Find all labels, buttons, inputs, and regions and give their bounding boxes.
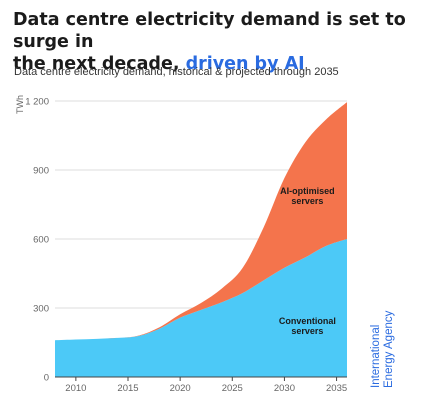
conventional-servers-label: Conventional servers [279, 316, 336, 336]
area-labels: Conventional servers AI-optimised servers [279, 186, 336, 336]
x-axis-ticks: 2010 2015 2020 2025 2030 2035 [65, 377, 347, 394]
x-tick-label: 2035 [326, 383, 347, 394]
source-label: International Energy Agency [370, 310, 395, 388]
x-tick-label: 2020 [170, 383, 191, 394]
y-tick-label: 0 [44, 373, 49, 384]
ai-servers-label: AI-optimised servers [280, 186, 335, 206]
y-axis-unit-label: TWh [15, 95, 25, 114]
y-tick-label: 900 [33, 166, 49, 177]
title-accent: driven by AI [185, 54, 305, 74]
y-axis-ticks: 0 300 600 900 1 200 [25, 97, 49, 384]
y-tick-label: 300 [33, 304, 49, 315]
x-tick-label: 2010 [65, 383, 86, 394]
x-tick-label: 2030 [274, 383, 295, 394]
title-line-1: Data centre electricity demand is set to… [13, 10, 406, 52]
y-tick-label: 600 [33, 235, 49, 246]
x-tick-label: 2025 [222, 383, 243, 394]
source-line-2: Energy Agency [383, 310, 395, 388]
chart-subtitle: Data centre electricity demand, historic… [14, 66, 339, 78]
area-series-ai-optimised [55, 102, 347, 341]
x-tick-label: 2015 [117, 383, 138, 394]
y-tick-label: 1 200 [25, 97, 49, 108]
stacked-areas [55, 102, 347, 377]
source-line-1: International [370, 325, 382, 388]
title-line-2: the next decade, [13, 54, 180, 74]
area-series-conventional [55, 239, 347, 377]
chart-title: Data centre electricity demand is set to… [13, 9, 413, 75]
